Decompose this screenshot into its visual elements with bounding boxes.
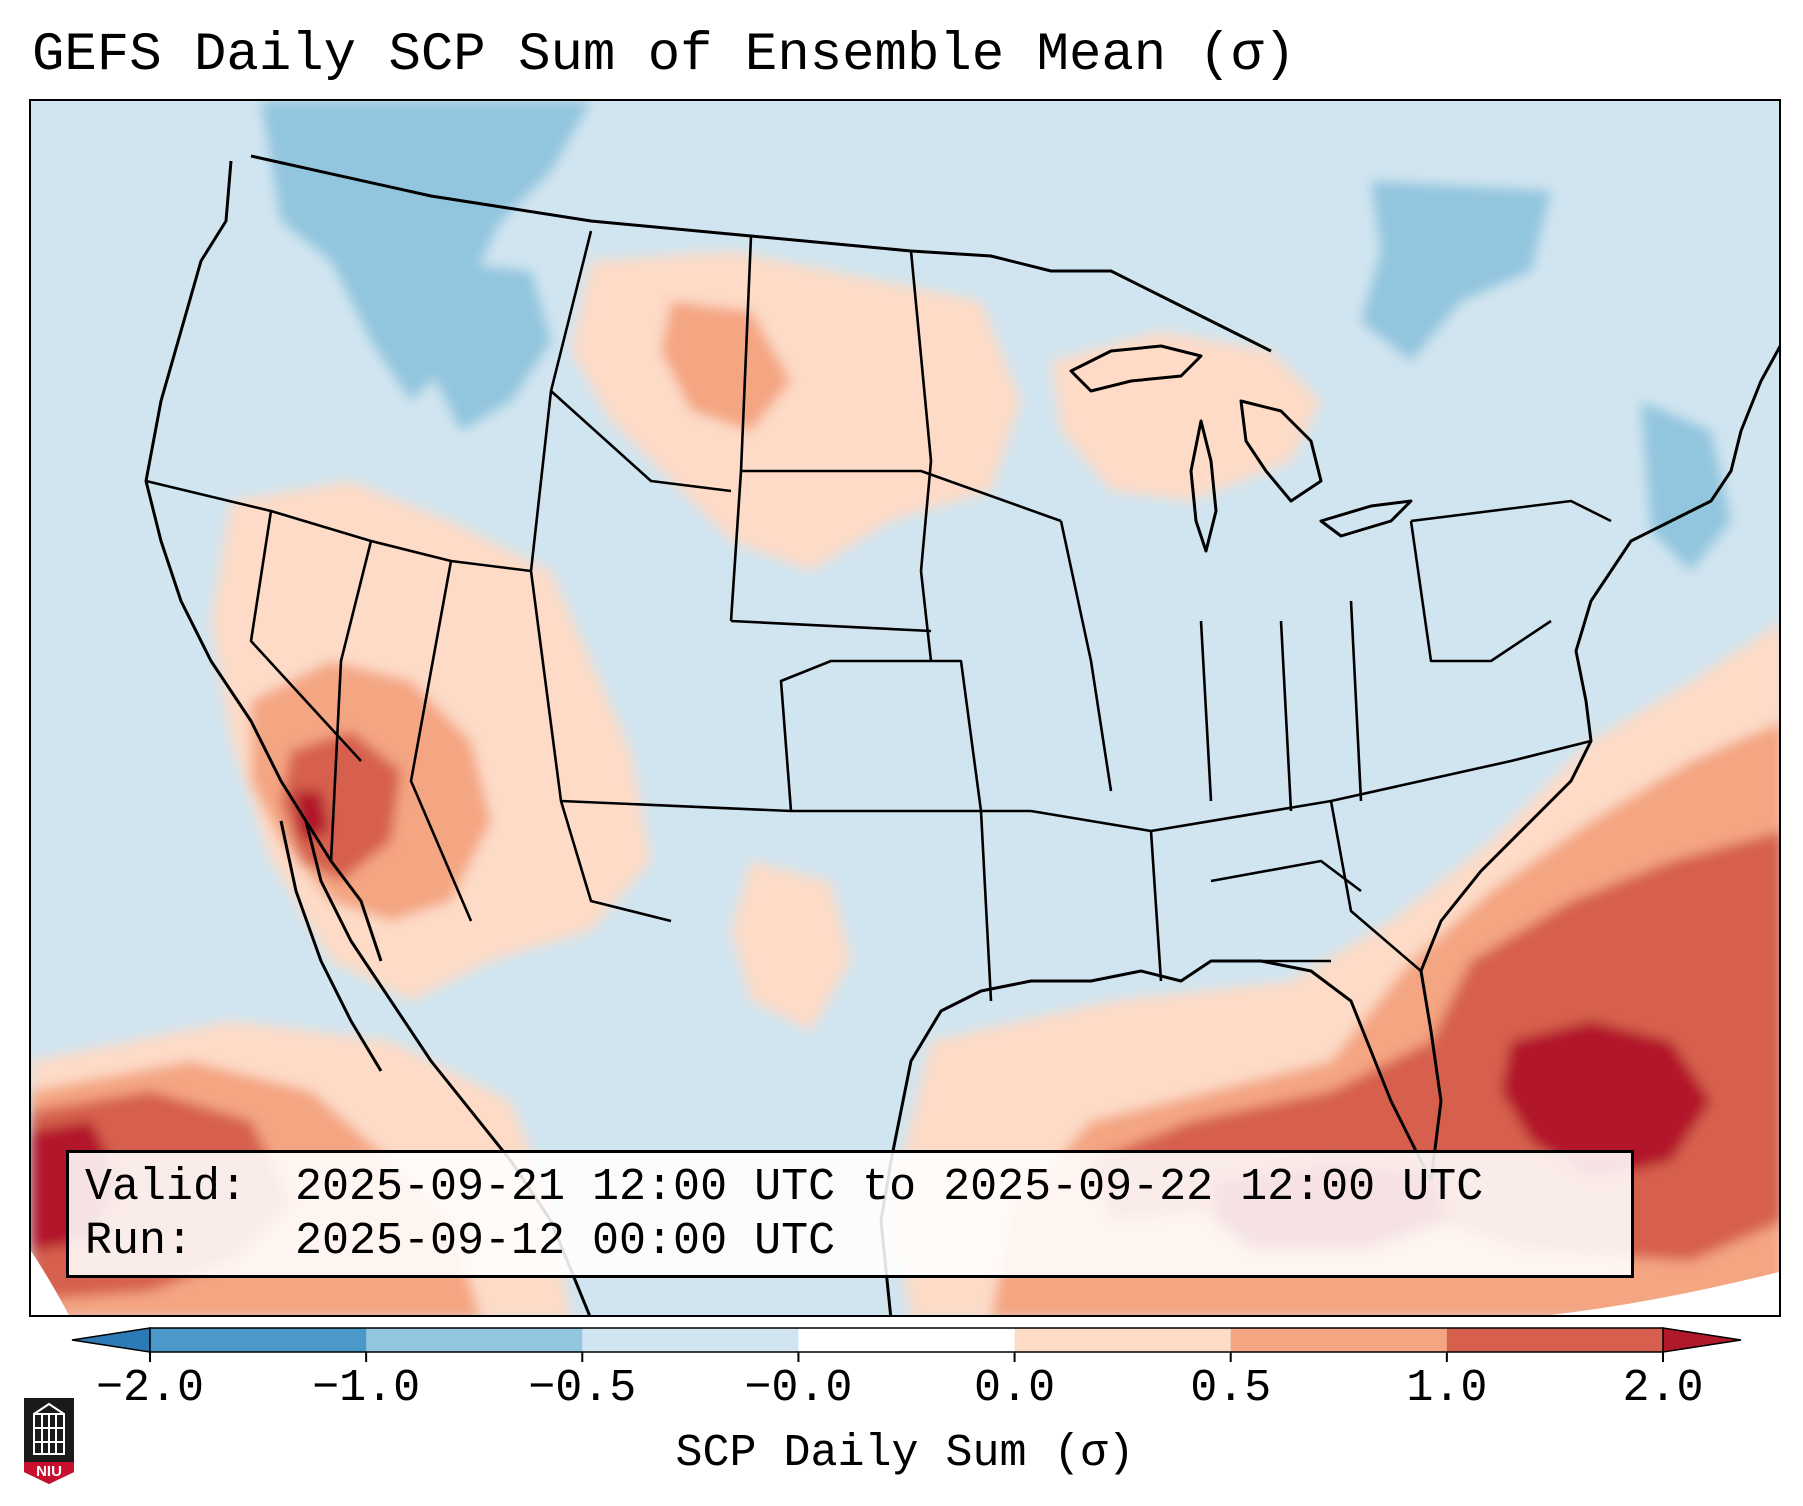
valid-value: 2025-09-21 12:00 UTC to 2025-09-22 12:00… <box>295 1162 1484 1213</box>
colorbar-segment <box>798 1328 1016 1352</box>
map-title: GEFS Daily SCP Sum of Ensemble Mean (σ) <box>32 25 1296 86</box>
run-label: Run: <box>85 1216 194 1267</box>
field-negative-northwest-2 <box>431 261 551 431</box>
colorbar-tick-label: 0.0 <box>974 1363 1056 1414</box>
colorbar-segment <box>150 1328 367 1352</box>
run-line: Run: 2025-09-12 00:00 UTC <box>85 1215 1631 1269</box>
niu-logo: NIU <box>20 1392 78 1486</box>
atlantic-coastline <box>1419 345 1779 1182</box>
colorbar-tick-label: −0.0 <box>744 1363 853 1414</box>
lake-huron <box>1239 399 1323 503</box>
colorbar-tick-label: 2.0 <box>1622 1363 1704 1414</box>
lake-superior <box>1069 344 1203 393</box>
run-value: 2025-09-12 00:00 UTC <box>295 1216 836 1267</box>
field-very-high-atlantic <box>1501 1021 1711 1181</box>
field-slight-positive-texas <box>731 861 851 1031</box>
gulf-coastline <box>899 959 1433 1182</box>
scp-field-map <box>31 101 1779 1315</box>
lake-michigan <box>1189 419 1218 553</box>
colorbar-tick-label: 0.5 <box>1190 1363 1272 1414</box>
map-panel <box>29 99 1781 1317</box>
state-lines <box>145 230 1612 1002</box>
colorbar-tick-label: 1.0 <box>1406 1363 1488 1414</box>
colorbar-outline <box>149 1327 1664 1353</box>
colorbar-segment <box>1230 1328 1448 1352</box>
field-negative-newengland <box>1641 401 1731 571</box>
lake-erie <box>1319 499 1413 538</box>
off-domain-corner-left <box>31 1251 69 1315</box>
boundaries-layer <box>144 154 1779 1315</box>
off-domain-corner <box>1550 1271 1779 1315</box>
colorbar-segments <box>71 1327 1742 1353</box>
colorbar-segment <box>366 1328 583 1352</box>
niu-building-icon <box>24 1398 74 1484</box>
valid-label: Valid: <box>85 1162 248 1213</box>
colorbar-tick-label: −2.0 <box>95 1363 205 1414</box>
colorbar-ticks <box>149 1352 1664 1362</box>
field-negative-northeast <box>1361 181 1551 361</box>
field-positive-montana <box>661 301 791 431</box>
colorbar-tick-label: −1.0 <box>312 1363 421 1414</box>
valid-line: Valid: 2025-09-21 12:00 UTC to 2025-09-22… <box>85 1161 1631 1215</box>
valid-time-box: Valid: 2025-09-21 12:00 UTC to 2025-09-22… <box>66 1150 1634 1278</box>
logo-text: NIU <box>36 1463 62 1480</box>
colorbar-segment <box>1446 1328 1664 1352</box>
pacific-coastline <box>144 160 383 962</box>
colorbar-segment <box>582 1328 799 1352</box>
colorbar <box>71 1327 1742 1362</box>
colorbar-over-extension <box>1662 1327 1742 1353</box>
colorbar-under-extension <box>71 1327 151 1353</box>
colorbar-segment <box>1014 1328 1232 1352</box>
colorbar-label: SCP Daily Sum (σ) <box>675 1428 1135 1479</box>
colorbar-tick-label: −0.5 <box>528 1363 637 1414</box>
field-slight-positive-greatlakes <box>1051 331 1321 501</box>
field-very-high-arizona <box>293 791 329 841</box>
us-canada-border <box>250 154 1272 353</box>
baja-coastline <box>279 820 383 1072</box>
field-layer <box>31 101 1779 1315</box>
